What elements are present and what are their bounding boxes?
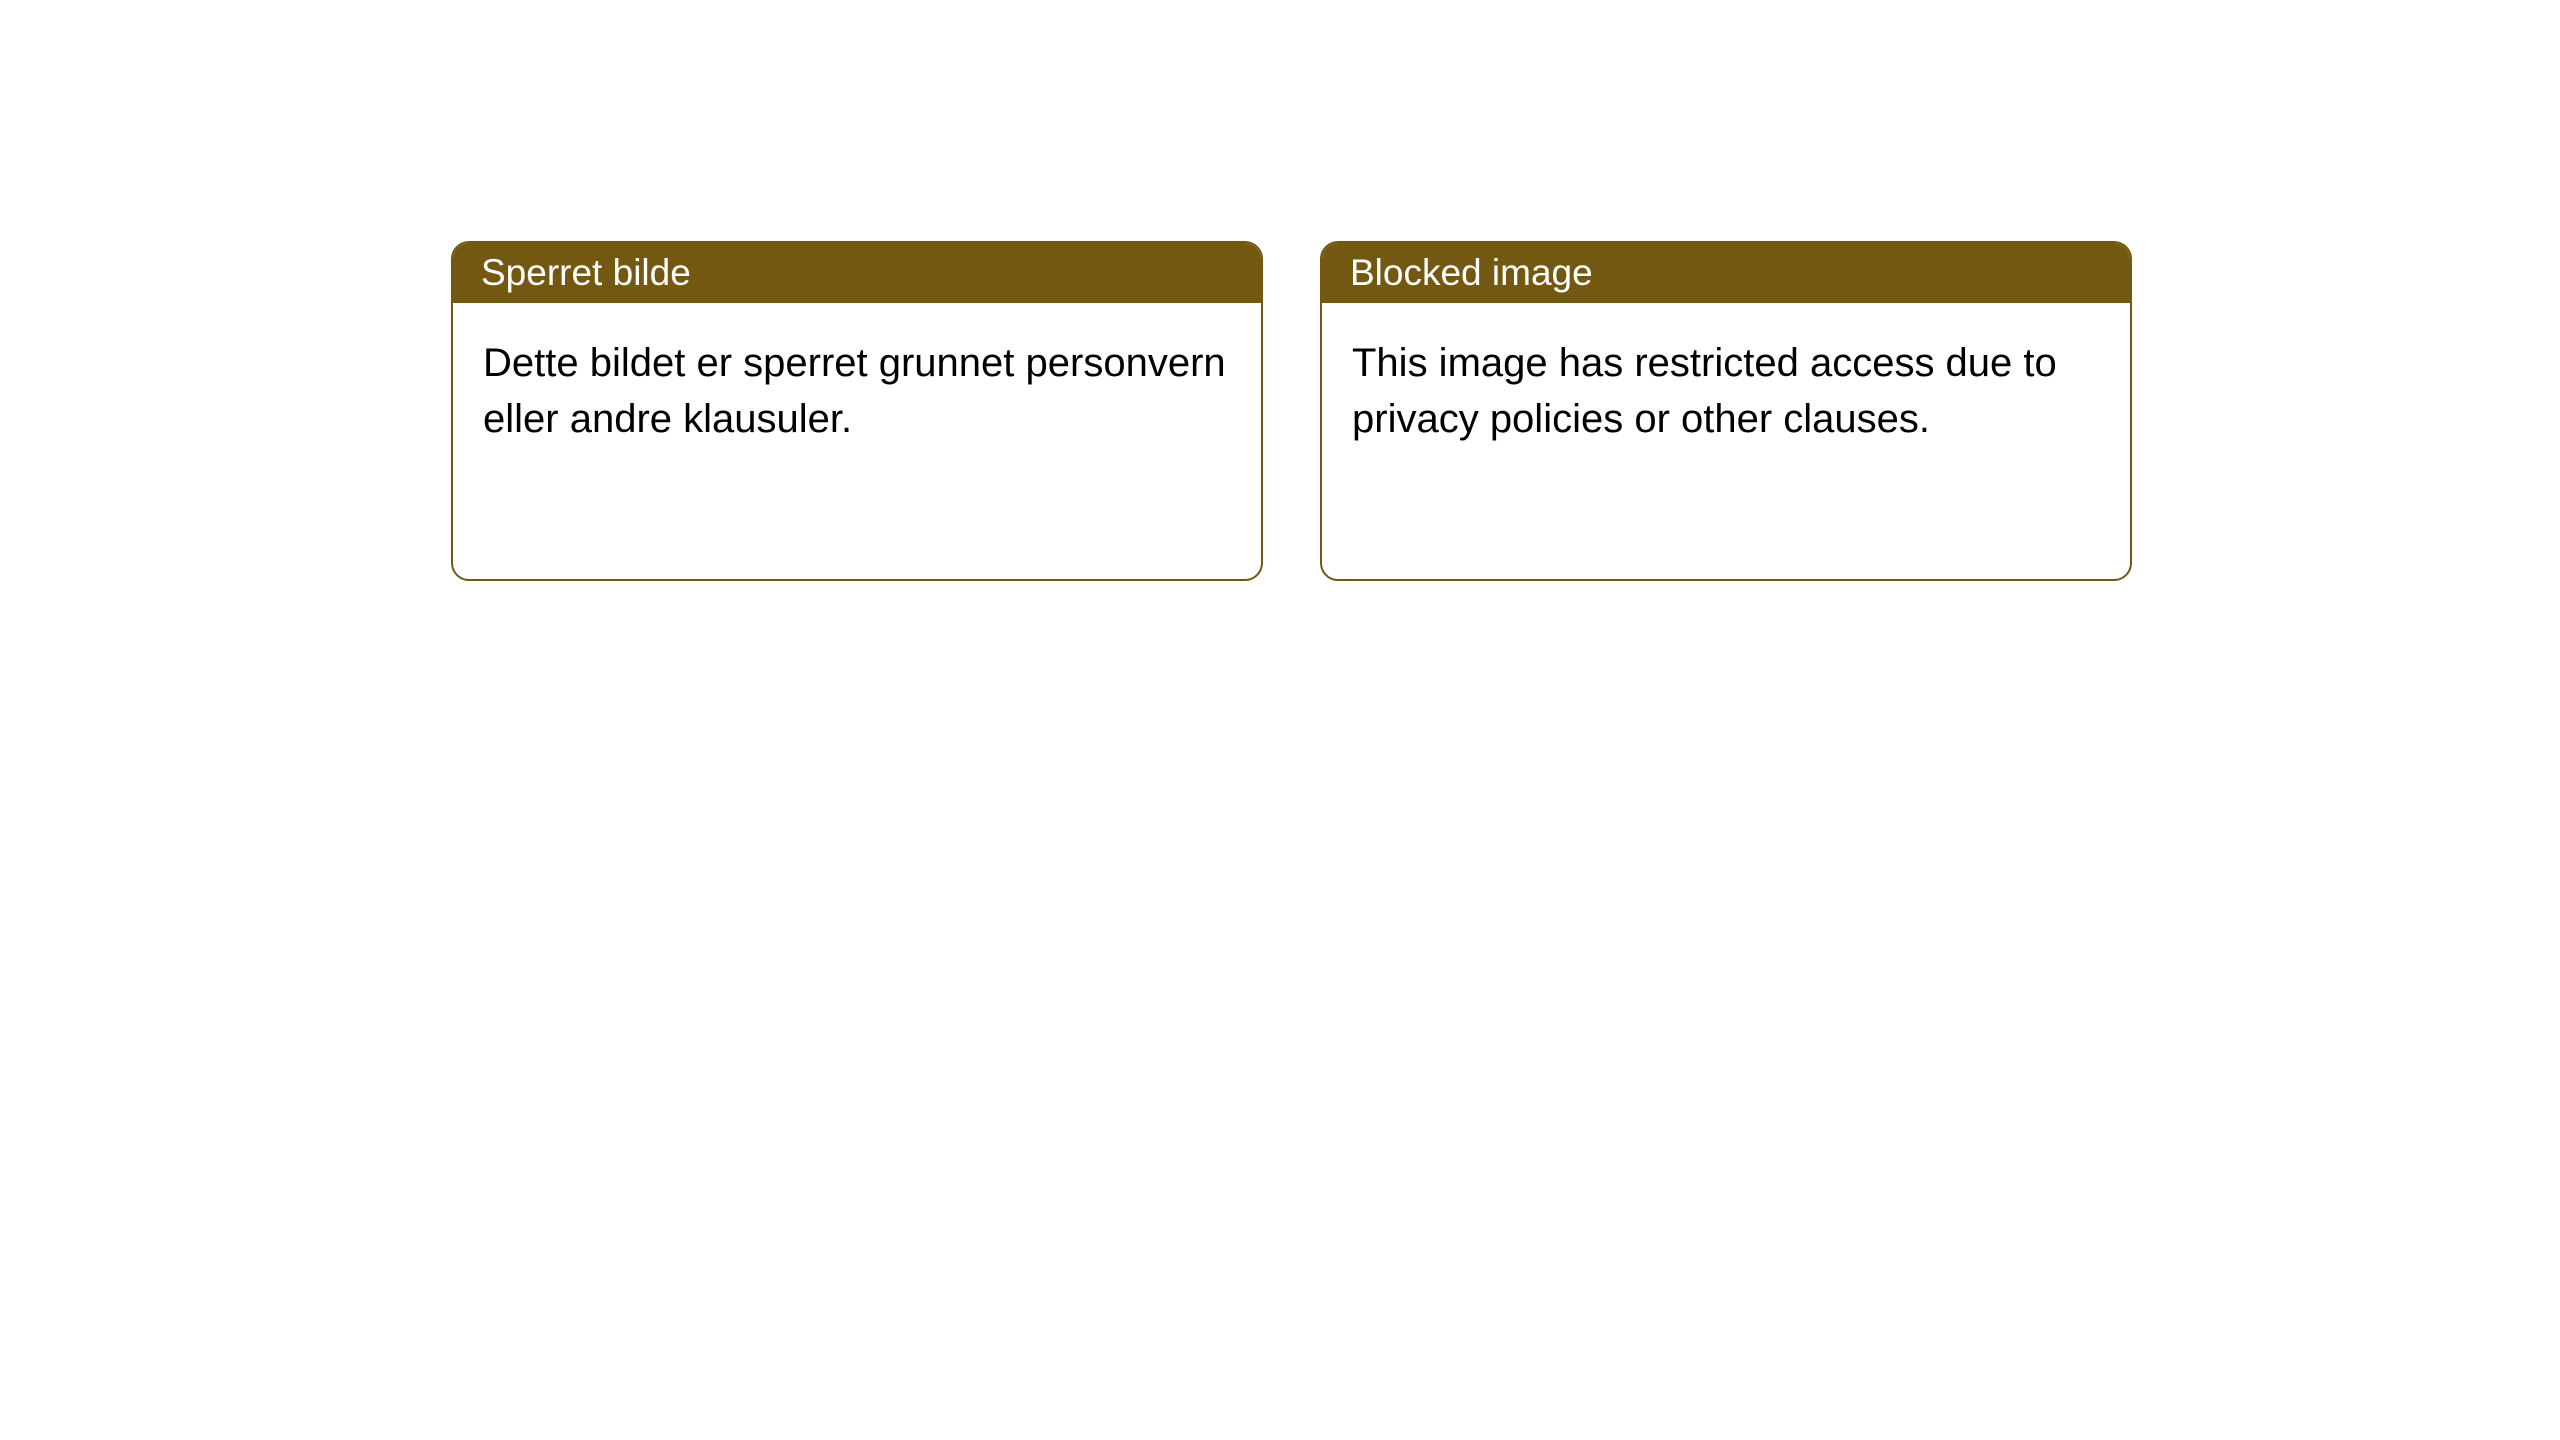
notice-body-norwegian: Dette bildet er sperret grunnet personve… (453, 303, 1261, 579)
notice-card-english: Blocked image This image has restricted … (1320, 241, 2132, 581)
notice-container: Sperret bilde Dette bildet er sperret gr… (451, 241, 2132, 581)
notice-body-english: This image has restricted access due to … (1322, 303, 2130, 579)
notice-card-norwegian: Sperret bilde Dette bildet er sperret gr… (451, 241, 1263, 581)
notice-header-norwegian: Sperret bilde (453, 243, 1261, 303)
notice-header-english: Blocked image (1322, 243, 2130, 303)
